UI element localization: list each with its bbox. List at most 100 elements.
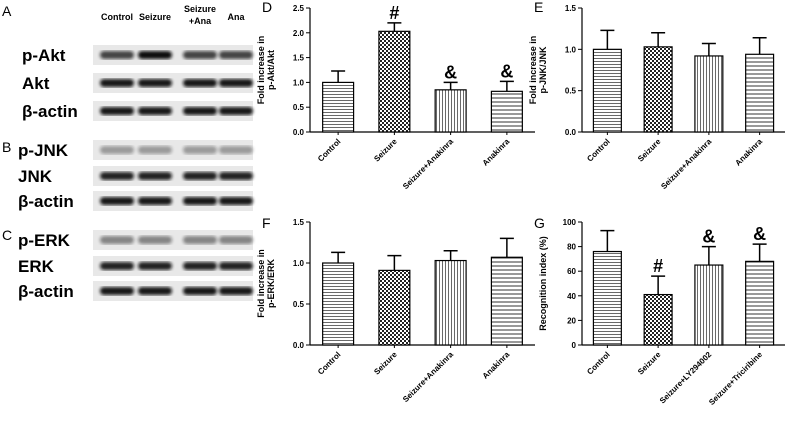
y-axis-label: Fold increase in xyxy=(256,249,266,318)
bar xyxy=(434,89,467,133)
bar xyxy=(592,48,622,133)
error-bar xyxy=(651,32,666,47)
band xyxy=(183,107,217,115)
band xyxy=(219,287,253,295)
x-tick-label: Seizure xyxy=(636,350,663,377)
western-blot: A B C Control Seizure Seizure Ana +Ana p-Akt Akt β… xyxy=(2,3,253,301)
x-tick-label: Anakinra xyxy=(733,137,764,168)
band xyxy=(219,197,253,205)
blot-strip xyxy=(93,230,253,250)
band xyxy=(183,236,217,244)
band xyxy=(219,79,253,87)
blot-strip xyxy=(93,191,253,211)
x-tick-label: Seizure+Anakinra xyxy=(401,350,455,404)
y-axis-label: Recognition index (%) xyxy=(538,236,548,331)
row-label: ERK xyxy=(18,257,55,276)
y-tick-label: 1.0 xyxy=(565,45,577,54)
bar xyxy=(643,293,673,346)
row-label: β-actin xyxy=(22,102,78,121)
y-axis-label: Fold increase in xyxy=(256,36,266,105)
x-tick-label: Seizure+LY294002 xyxy=(658,350,714,406)
y-tick-label: 1.5 xyxy=(565,4,577,13)
blot-strip xyxy=(93,256,253,276)
y-tick-label: 0.0 xyxy=(293,128,305,137)
y-tick-label: 80 xyxy=(567,243,576,252)
panel-letter: B xyxy=(2,139,11,155)
error-bar xyxy=(443,81,458,90)
band xyxy=(100,172,134,180)
blot-strip xyxy=(93,281,253,301)
band xyxy=(100,79,134,87)
blot-strip xyxy=(93,45,253,65)
band xyxy=(100,262,134,270)
row-label: p-JNK xyxy=(18,141,69,160)
band xyxy=(219,172,253,180)
row-label: p-Akt xyxy=(22,46,66,65)
y-axis-label: p-JNK/JNK xyxy=(538,46,548,94)
band xyxy=(183,172,217,180)
lane-label: Control xyxy=(101,12,133,22)
x-tick-label: Seizure xyxy=(636,137,663,164)
x-tick-label: Seizure+Triciribine xyxy=(707,350,764,407)
row-label: β-actin xyxy=(18,192,74,211)
annotation: & xyxy=(500,61,513,81)
x-tick-label: Control xyxy=(585,137,611,163)
bar xyxy=(322,262,355,346)
row-label: Akt xyxy=(22,74,50,93)
y-tick-label: 1.0 xyxy=(293,78,305,87)
bar xyxy=(592,250,622,346)
band xyxy=(183,51,217,59)
band xyxy=(138,107,172,115)
x-tick-label: Seizure xyxy=(372,137,399,164)
y-tick-label: 2.5 xyxy=(293,4,305,13)
error-bar xyxy=(387,22,402,32)
annotation: & xyxy=(702,227,715,247)
bar xyxy=(745,260,775,346)
row-label: p-ERK xyxy=(18,231,71,250)
panel-letter: E xyxy=(534,0,543,15)
y-tick-label: 0.0 xyxy=(293,341,305,350)
y-tick-label: 60 xyxy=(567,267,576,276)
error-bar xyxy=(600,29,615,50)
error-bar xyxy=(331,251,346,263)
row-label: JNK xyxy=(18,167,53,186)
annotation: & xyxy=(753,224,766,244)
band xyxy=(100,287,134,295)
lane-label: Ana xyxy=(227,12,245,22)
annotation: # xyxy=(389,3,399,23)
annotation: & xyxy=(444,62,457,82)
bar xyxy=(490,256,523,346)
panel-letter: D xyxy=(262,0,272,15)
x-tick-label: Control xyxy=(316,350,342,376)
blot-strip xyxy=(93,140,253,160)
y-tick-label: 40 xyxy=(567,292,576,301)
band xyxy=(100,197,134,205)
bar xyxy=(745,53,775,133)
error-bar xyxy=(752,243,767,262)
y-tick-label: 100 xyxy=(563,218,577,227)
band xyxy=(183,287,217,295)
band xyxy=(138,79,172,87)
y-axis-label: p-ERK/ERK xyxy=(266,259,276,308)
band xyxy=(219,262,253,270)
blot-strip xyxy=(93,73,253,93)
bar xyxy=(643,46,673,133)
y-tick-label: 1.5 xyxy=(293,54,305,63)
y-tick-label: 2.0 xyxy=(293,29,305,38)
band xyxy=(183,197,217,205)
error-bar xyxy=(701,245,716,266)
panel-letter: G xyxy=(534,215,545,231)
y-tick-label: 0 xyxy=(572,341,577,350)
y-tick-label: 20 xyxy=(567,316,576,325)
panel-letter: A xyxy=(2,3,12,19)
error-bar xyxy=(701,42,716,56)
band xyxy=(100,236,134,244)
y-tick-label: 0.5 xyxy=(293,300,305,309)
band xyxy=(183,146,217,154)
bar xyxy=(694,264,724,346)
band xyxy=(100,51,134,59)
lane-label: +Ana xyxy=(189,16,212,26)
annotation: # xyxy=(653,256,663,276)
